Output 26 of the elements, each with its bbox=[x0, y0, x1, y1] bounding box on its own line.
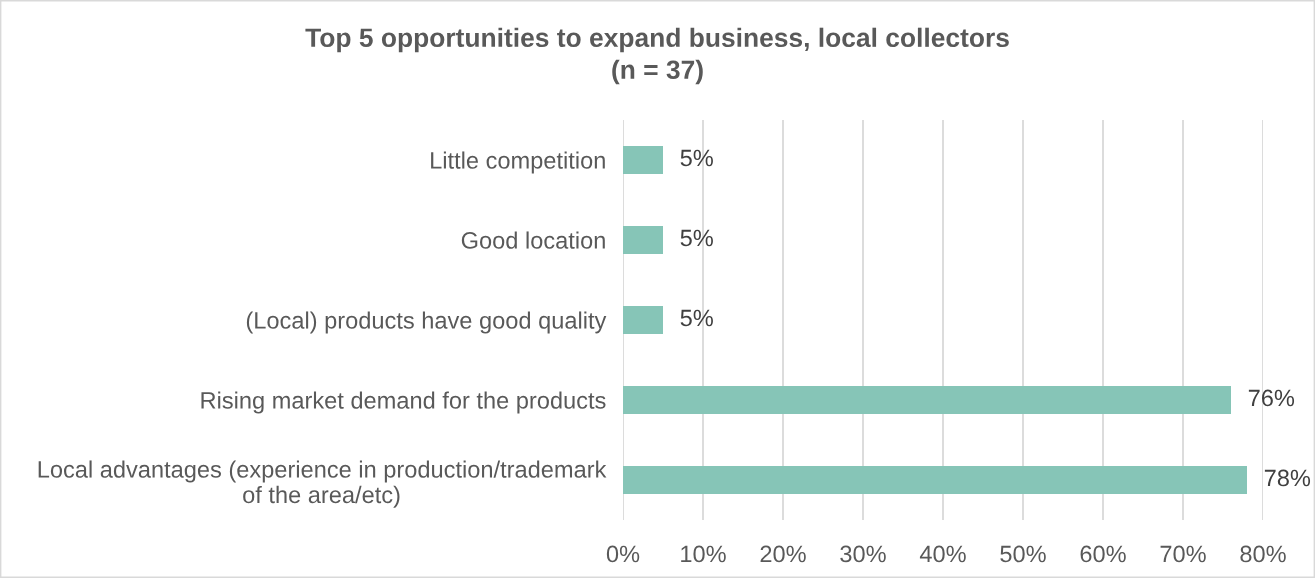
x-tick-label: 60% bbox=[1080, 545, 1126, 563]
x-tick-label: 20% bbox=[760, 545, 806, 563]
x-tick-label: 70% bbox=[1160, 545, 1206, 563]
x-tick-label: 0% bbox=[606, 545, 640, 563]
x-tick-label: 80% bbox=[1240, 545, 1286, 563]
y-tick-label: Good location bbox=[461, 231, 605, 249]
chart-subtitle: (n = 37) bbox=[612, 59, 703, 85]
x-tick-label: 30% bbox=[840, 545, 886, 563]
chart-title: Top 5 opportunities to expand business, local collectors bbox=[305, 27, 1009, 53]
data-label: 5% bbox=[680, 229, 713, 247]
x-tick-label: 10% bbox=[681, 545, 726, 563]
y-tick-label: Little competition bbox=[431, 151, 605, 174]
data-label: 76% bbox=[1248, 389, 1295, 407]
bar bbox=[623, 306, 663, 334]
data-label: 78% bbox=[1264, 469, 1311, 487]
bar bbox=[623, 466, 1247, 494]
x-tick-label: 40% bbox=[919, 545, 966, 563]
data-label: 5% bbox=[680, 309, 713, 327]
y-tick-label: Local advantages (experience in production/trademark of the area/etc) bbox=[38, 460, 607, 508]
bar bbox=[623, 386, 1231, 414]
data-label: 5% bbox=[680, 149, 713, 167]
bar bbox=[623, 226, 663, 254]
bar bbox=[623, 146, 663, 174]
x-tick-label: 50% bbox=[1000, 545, 1046, 563]
y-tick-label: Rising market demand for the products bbox=[201, 391, 606, 414]
y-tick-label: (Local) products have good quality bbox=[246, 311, 607, 334]
